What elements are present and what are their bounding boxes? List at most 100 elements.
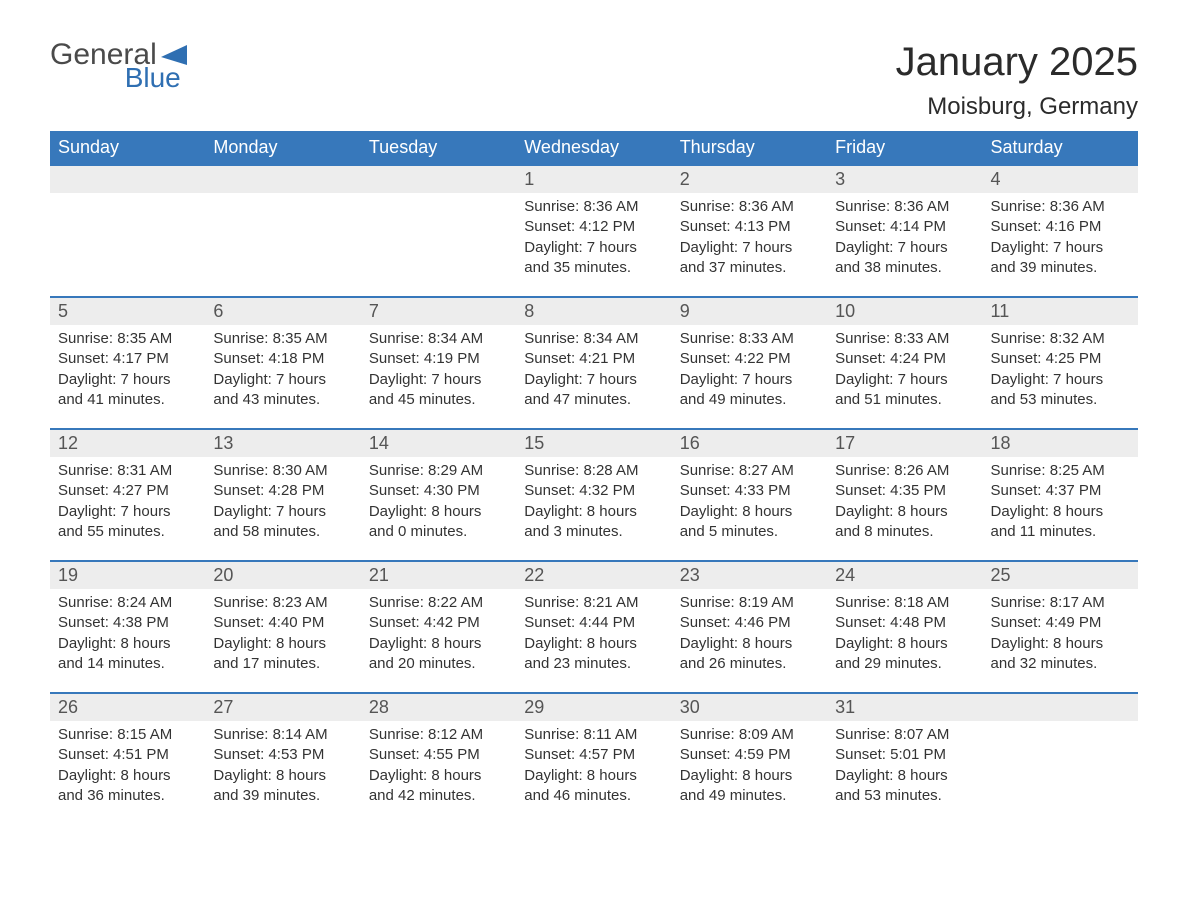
daylight-line-1: Daylight: 8 hours — [58, 634, 197, 654]
day-cell: 21Sunrise: 8:22 AMSunset: 4:42 PMDayligh… — [361, 561, 516, 693]
day-cell: 30Sunrise: 8:09 AMSunset: 4:59 PMDayligh… — [672, 693, 827, 824]
day-number: 29 — [516, 694, 671, 721]
daylight-line-2: and 53 minutes. — [835, 786, 974, 806]
day-number — [361, 166, 516, 193]
sunset-line: Sunset: 4:57 PM — [524, 745, 663, 765]
day-body: Sunrise: 8:07 AMSunset: 5:01 PMDaylight:… — [827, 721, 982, 824]
sunset-line: Sunset: 4:59 PM — [680, 745, 819, 765]
sunrise-line: Sunrise: 8:25 AM — [991, 461, 1130, 481]
day-body: Sunrise: 8:14 AMSunset: 4:53 PMDaylight:… — [205, 721, 360, 824]
sunset-line: Sunset: 4:27 PM — [58, 481, 197, 501]
daylight-line-1: Daylight: 8 hours — [991, 502, 1130, 522]
day-number: 22 — [516, 562, 671, 589]
daylight-line-1: Daylight: 7 hours — [58, 370, 197, 390]
day-number: 5 — [50, 298, 205, 325]
day-number: 12 — [50, 430, 205, 457]
sunset-line: Sunset: 5:01 PM — [835, 745, 974, 765]
sunrise-line: Sunrise: 8:19 AM — [680, 593, 819, 613]
day-body: Sunrise: 8:24 AMSunset: 4:38 PMDaylight:… — [50, 589, 205, 692]
day-body: Sunrise: 8:30 AMSunset: 4:28 PMDaylight:… — [205, 457, 360, 560]
daylight-line-1: Daylight: 7 hours — [369, 370, 508, 390]
daylight-line-2: and 49 minutes. — [680, 786, 819, 806]
sunrise-line: Sunrise: 8:26 AM — [835, 461, 974, 481]
sunrise-line: Sunrise: 8:15 AM — [58, 725, 197, 745]
day-number: 14 — [361, 430, 516, 457]
week-row: 12Sunrise: 8:31 AMSunset: 4:27 PMDayligh… — [50, 429, 1138, 561]
weekday-header: Sunday — [50, 131, 205, 165]
sunset-line: Sunset: 4:35 PM — [835, 481, 974, 501]
sunrise-line: Sunrise: 8:36 AM — [524, 197, 663, 217]
day-cell: 13Sunrise: 8:30 AMSunset: 4:28 PMDayligh… — [205, 429, 360, 561]
day-number: 19 — [50, 562, 205, 589]
day-body: Sunrise: 8:36 AMSunset: 4:13 PMDaylight:… — [672, 193, 827, 296]
day-cell: 14Sunrise: 8:29 AMSunset: 4:30 PMDayligh… — [361, 429, 516, 561]
day-number — [205, 166, 360, 193]
sunrise-line: Sunrise: 8:12 AM — [369, 725, 508, 745]
daylight-line-1: Daylight: 8 hours — [524, 502, 663, 522]
day-body: Sunrise: 8:29 AMSunset: 4:30 PMDaylight:… — [361, 457, 516, 560]
day-body: Sunrise: 8:28 AMSunset: 4:32 PMDaylight:… — [516, 457, 671, 560]
daylight-line-2: and 36 minutes. — [58, 786, 197, 806]
day-number: 28 — [361, 694, 516, 721]
week-row: 1Sunrise: 8:36 AMSunset: 4:12 PMDaylight… — [50, 165, 1138, 297]
daylight-line-2: and 46 minutes. — [524, 786, 663, 806]
daylight-line-2: and 32 minutes. — [991, 654, 1130, 674]
daylight-line-2: and 3 minutes. — [524, 522, 663, 542]
day-body: Sunrise: 8:34 AMSunset: 4:21 PMDaylight:… — [516, 325, 671, 428]
sunrise-line: Sunrise: 8:22 AM — [369, 593, 508, 613]
day-body: Sunrise: 8:09 AMSunset: 4:59 PMDaylight:… — [672, 721, 827, 824]
sunset-line: Sunset: 4:53 PM — [213, 745, 352, 765]
daylight-line-2: and 11 minutes. — [991, 522, 1130, 542]
sunset-line: Sunset: 4:25 PM — [991, 349, 1130, 369]
sunset-line: Sunset: 4:32 PM — [524, 481, 663, 501]
week-row: 19Sunrise: 8:24 AMSunset: 4:38 PMDayligh… — [50, 561, 1138, 693]
day-cell: 3Sunrise: 8:36 AMSunset: 4:14 PMDaylight… — [827, 165, 982, 297]
daylight-line-2: and 29 minutes. — [835, 654, 974, 674]
sunset-line: Sunset: 4:30 PM — [369, 481, 508, 501]
sunset-line: Sunset: 4:12 PM — [524, 217, 663, 237]
header: General Blue January 2025 Moisburg, Germ… — [50, 40, 1138, 121]
daylight-line-1: Daylight: 8 hours — [680, 766, 819, 786]
day-cell: 6Sunrise: 8:35 AMSunset: 4:18 PMDaylight… — [205, 297, 360, 429]
day-number: 31 — [827, 694, 982, 721]
sunrise-line: Sunrise: 8:33 AM — [835, 329, 974, 349]
daylight-line-1: Daylight: 8 hours — [369, 502, 508, 522]
day-number: 18 — [983, 430, 1138, 457]
sunrise-line: Sunrise: 8:11 AM — [524, 725, 663, 745]
daylight-line-1: Daylight: 8 hours — [58, 766, 197, 786]
sunrise-line: Sunrise: 8:27 AM — [680, 461, 819, 481]
day-body: Sunrise: 8:27 AMSunset: 4:33 PMDaylight:… — [672, 457, 827, 560]
calendar-table: SundayMondayTuesdayWednesdayThursdayFrid… — [50, 131, 1138, 824]
day-number: 26 — [50, 694, 205, 721]
daylight-line-1: Daylight: 7 hours — [213, 370, 352, 390]
day-number: 27 — [205, 694, 360, 721]
sunrise-line: Sunrise: 8:23 AM — [213, 593, 352, 613]
day-cell: 26Sunrise: 8:15 AMSunset: 4:51 PMDayligh… — [50, 693, 205, 824]
day-body: Sunrise: 8:26 AMSunset: 4:35 PMDaylight:… — [827, 457, 982, 560]
sunset-line: Sunset: 4:48 PM — [835, 613, 974, 633]
day-body: Sunrise: 8:36 AMSunset: 4:12 PMDaylight:… — [516, 193, 671, 296]
sunset-line: Sunset: 4:49 PM — [991, 613, 1130, 633]
day-number: 17 — [827, 430, 982, 457]
logo-text-blue: Blue — [125, 64, 181, 92]
sunrise-line: Sunrise: 8:14 AM — [213, 725, 352, 745]
sunrise-line: Sunrise: 8:18 AM — [835, 593, 974, 613]
day-number: 21 — [361, 562, 516, 589]
sunrise-line: Sunrise: 8:35 AM — [58, 329, 197, 349]
day-number: 15 — [516, 430, 671, 457]
weekday-header: Wednesday — [516, 131, 671, 165]
sunrise-line: Sunrise: 8:21 AM — [524, 593, 663, 613]
daylight-line-1: Daylight: 8 hours — [680, 634, 819, 654]
day-body: Sunrise: 8:11 AMSunset: 4:57 PMDaylight:… — [516, 721, 671, 824]
daylight-line-1: Daylight: 7 hours — [524, 238, 663, 258]
daylight-line-2: and 38 minutes. — [835, 258, 974, 278]
daylight-line-2: and 39 minutes. — [991, 258, 1130, 278]
day-number: 2 — [672, 166, 827, 193]
week-row: 26Sunrise: 8:15 AMSunset: 4:51 PMDayligh… — [50, 693, 1138, 824]
title-block: January 2025 Moisburg, Germany — [896, 40, 1138, 121]
daylight-line-2: and 23 minutes. — [524, 654, 663, 674]
daylight-line-2: and 5 minutes. — [680, 522, 819, 542]
day-cell: 16Sunrise: 8:27 AMSunset: 4:33 PMDayligh… — [672, 429, 827, 561]
day-cell: 1Sunrise: 8:36 AMSunset: 4:12 PMDaylight… — [516, 165, 671, 297]
weekday-header: Thursday — [672, 131, 827, 165]
